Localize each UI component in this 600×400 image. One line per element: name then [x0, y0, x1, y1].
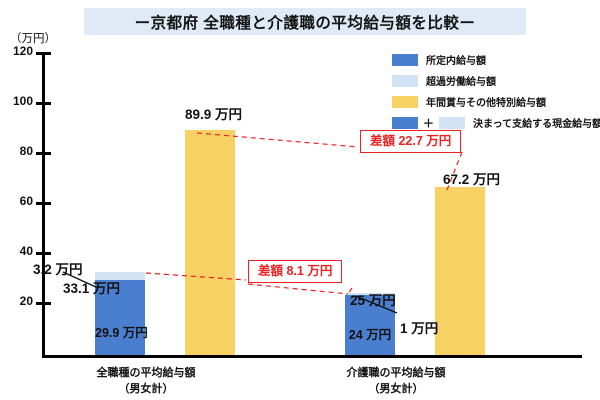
legend-item-overtime-pay[interactable]: 超過労働給与額: [392, 70, 598, 91]
plot-area: 120 100 80 60 40 20 29.9 万円: [13, 44, 582, 358]
callout-difference-cash: 差額 8.1 万円: [248, 260, 343, 283]
bar-value-bonus-g2: 67.2 万円: [443, 172, 501, 187]
x-category-label-1: 全職種の平均給与額 （男女計）: [56, 366, 236, 398]
legend-swatch-light-blue-icon: [392, 74, 418, 87]
bar-value-overtime-g2: 1 万円: [400, 321, 439, 336]
legend-label-annual-bonus: 年間賞与その他特別給与額: [426, 98, 546, 109]
chart-legend: 所定内給与額 超過労働給与額 年間賞与その他特別給与額 ＋ 決まって支給する現金…: [392, 49, 600, 133]
y-tick-label-120: 120: [12, 44, 33, 58]
chart-title-banner: ー京都府 全職種と介護職の平均給与額を比較ー: [84, 8, 526, 35]
x-category-label-2-line1: 介護職の平均給与額: [346, 367, 446, 379]
legend-swatch-light-blue-2-icon: [439, 116, 465, 129]
bar-value-total-g1: 33.1 万円: [63, 281, 121, 296]
y-axis-unit-label: （万円）: [10, 33, 56, 45]
bar-segment-overtime-g2[interactable]: [345, 292, 395, 295]
bar-group1-bonus[interactable]: [185, 130, 235, 355]
y-axis-line: [42, 52, 45, 358]
x-category-label-2-line2: （男女計）: [368, 382, 424, 395]
x-category-label-1-line1: 全職種の平均給与額: [96, 367, 196, 379]
legend-swatch-blue-2-icon: [392, 116, 418, 129]
legend-label-overtime-pay: 超過労働給与額: [426, 77, 496, 88]
legend-item-regular-pay[interactable]: 所定内給与額: [392, 49, 598, 70]
bar-segment-overtime-g1[interactable]: [95, 272, 145, 281]
x-category-label-2: 介護職の平均給与額 （男女計）: [306, 366, 486, 398]
x-axis-line: [42, 355, 582, 358]
y-tick-label-80: 80: [19, 144, 33, 158]
legend-label-cash-total: 決まって支給する現金給与額: [473, 119, 600, 130]
y-tick-label-100: 100: [12, 94, 33, 108]
y-tick-label-40: 40: [19, 244, 33, 258]
y-tick-label-20: 20: [19, 294, 33, 308]
bar-value-regular-g1: 29.9 万円: [95, 326, 148, 340]
callout-difference-bonus: 差額 22.7 万円: [360, 130, 462, 153]
bar-value-total-g2: 25 万円: [350, 293, 396, 308]
legend-swatch-yellow-icon: [392, 95, 418, 108]
legend-item-cash-total[interactable]: ＋ 決まって支給する現金給与額: [392, 112, 600, 133]
y-tick-label-60: 60: [19, 194, 33, 208]
bar-value-bonus-g1: 89.9 万円: [185, 107, 243, 122]
x-category-label-1-line2: （男女計）: [118, 382, 174, 395]
bar-group1-cash-stack[interactable]: 29.9 万円: [95, 272, 148, 355]
page-title: ー京都府 全職種と介護職の平均給与額を比較ー: [134, 14, 476, 32]
legend-swatch-blue-icon: [392, 53, 418, 66]
bar-value-regular-g2: 24 万円: [348, 328, 392, 342]
legend-label-regular-pay: 所定内給与額: [426, 56, 486, 67]
bar-group2-bonus[interactable]: [435, 187, 485, 355]
legend-plus-icon: ＋: [423, 117, 434, 130]
bar-value-overtime-g1: 3.2 万円: [33, 262, 83, 277]
legend-item-annual-bonus[interactable]: 年間賞与その他特別給与額: [392, 91, 598, 112]
bar-segment-regular-g1[interactable]: 29.9 万円: [95, 280, 148, 355]
